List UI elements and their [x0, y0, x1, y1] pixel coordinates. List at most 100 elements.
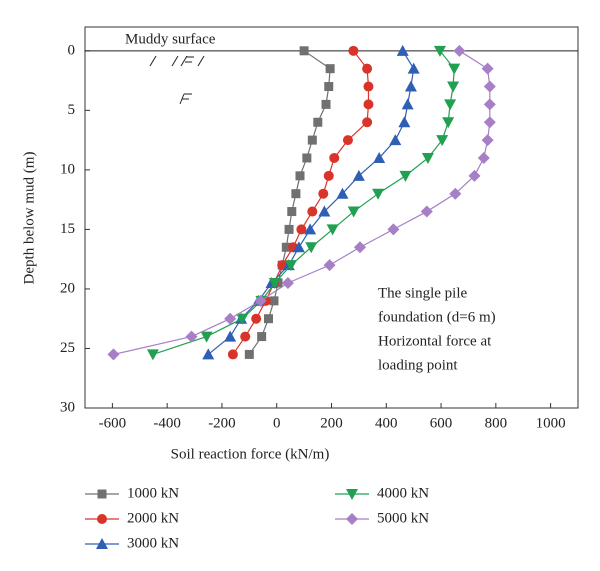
marker	[468, 169, 481, 182]
marker	[224, 330, 237, 342]
x-tick-label: 0	[273, 415, 281, 431]
y-axis-label: Depth below mud (m)	[21, 152, 37, 285]
marker	[325, 64, 335, 74]
marker	[398, 116, 411, 128]
marker	[254, 294, 267, 307]
legend-marker	[96, 538, 108, 549]
marker	[387, 223, 400, 236]
marker	[323, 259, 336, 272]
legend-label: 2000 kN	[127, 510, 179, 526]
marker	[362, 117, 373, 128]
marker	[421, 152, 434, 164]
legend-marker	[97, 514, 107, 524]
marker	[342, 135, 353, 146]
marker	[236, 313, 249, 325]
marker	[284, 224, 294, 234]
y-tick-label: 15	[60, 221, 75, 237]
marker	[292, 241, 305, 253]
marker	[269, 296, 279, 306]
marker	[240, 331, 251, 342]
marker	[372, 188, 385, 200]
marker	[453, 44, 466, 57]
marker	[326, 224, 339, 236]
marker	[444, 99, 457, 111]
marker	[244, 349, 254, 359]
marker	[299, 46, 309, 56]
marker	[318, 188, 329, 199]
marker	[313, 117, 323, 127]
marker	[146, 349, 159, 361]
marker	[287, 207, 297, 217]
x-tick-label: 1000	[536, 415, 566, 431]
marker	[481, 62, 494, 75]
marker	[483, 116, 496, 129]
x-axis-label: Soil reaction force (kN/m)	[171, 446, 330, 462]
marker	[251, 313, 262, 324]
marker	[396, 44, 409, 56]
marker	[407, 62, 420, 74]
marker	[295, 171, 305, 181]
marker	[227, 349, 238, 360]
marker	[323, 170, 334, 181]
y-tick-label: 0	[68, 42, 76, 58]
x-tick-label: 800	[485, 415, 508, 431]
marker	[307, 135, 317, 145]
x-tick-label: -400	[153, 415, 181, 431]
marker	[442, 117, 455, 129]
marker	[447, 81, 460, 93]
marker	[257, 332, 267, 342]
marker	[401, 98, 414, 110]
marker	[449, 187, 462, 200]
marker	[483, 98, 496, 111]
x-tick-label: 600	[430, 415, 453, 431]
marker	[481, 134, 494, 147]
marker	[202, 348, 215, 360]
textbox-line: Horizontal force at	[378, 333, 492, 349]
marker	[281, 276, 294, 289]
marker	[200, 331, 213, 343]
legend-label: 5000 kN	[377, 510, 429, 526]
legend-marker	[97, 489, 107, 499]
marker	[291, 189, 301, 199]
legend-marker	[346, 513, 358, 525]
series	[107, 44, 496, 361]
marker	[389, 134, 402, 146]
marker	[373, 151, 386, 163]
marker	[284, 260, 297, 272]
marker	[329, 152, 340, 163]
x-tick-label: -600	[99, 415, 127, 431]
marker	[264, 314, 274, 324]
marker	[224, 312, 237, 325]
annotation: Muddy surface	[125, 31, 216, 47]
y-tick-label: 25	[60, 340, 75, 356]
x-tick-label: -200	[208, 415, 236, 431]
legend-marker	[346, 489, 358, 500]
marker	[404, 80, 417, 92]
textbox-line: foundation (d=6 m)	[378, 309, 496, 325]
marker	[296, 224, 307, 235]
marker	[436, 135, 449, 147]
x-tick-label: 400	[375, 415, 398, 431]
marker	[347, 206, 360, 218]
marker	[307, 206, 318, 217]
marker	[318, 205, 331, 217]
marker	[336, 187, 349, 199]
marker	[324, 82, 334, 92]
marker	[281, 242, 291, 252]
marker	[268, 277, 281, 289]
marker	[352, 169, 365, 181]
marker	[363, 99, 374, 110]
marker	[305, 242, 318, 254]
y-tick-label: 5	[68, 102, 76, 118]
marker	[433, 45, 446, 57]
marker	[302, 153, 312, 163]
textbox-line: loading point	[378, 357, 458, 373]
mud-symbol	[149, 55, 205, 105]
marker	[321, 99, 331, 109]
marker	[185, 330, 198, 343]
y-tick-label: 30	[60, 399, 75, 415]
legend-label: 1000 kN	[127, 485, 179, 501]
x-tick-label: 200	[320, 415, 343, 431]
legend-label: 3000 kN	[127, 535, 179, 551]
